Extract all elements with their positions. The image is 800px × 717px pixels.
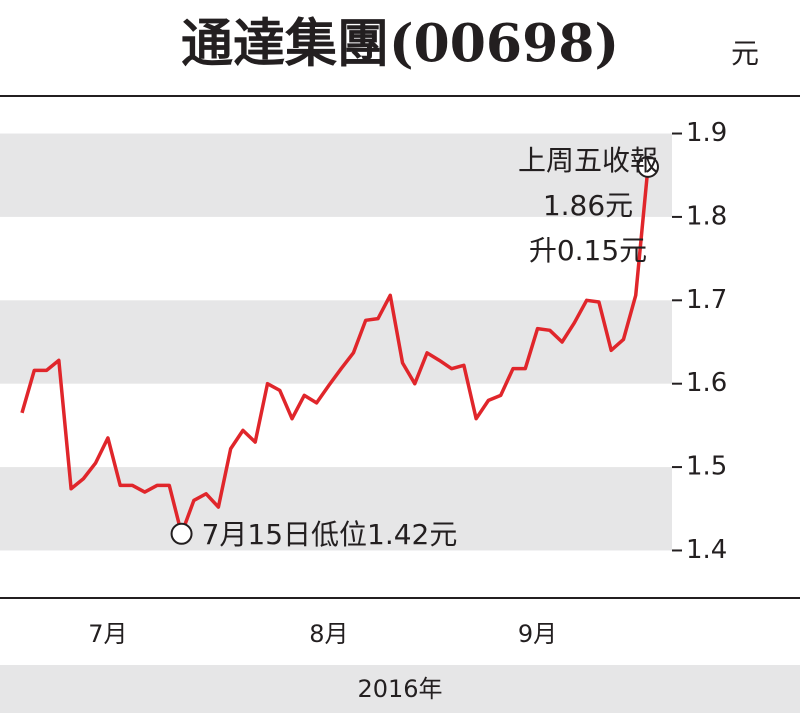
chart-title: 通達集團(00698) — [181, 14, 619, 75]
y-tick-label: 1.8 — [686, 201, 727, 231]
y-tick-label: 1.4 — [686, 535, 727, 565]
y-tick-label: 1.9 — [686, 118, 727, 148]
x-tick-label: 8月 — [309, 620, 348, 648]
grid-band — [0, 300, 672, 384]
annotation: 升0.15元 — [529, 234, 647, 267]
grid-band — [0, 133, 672, 217]
unit-label: 元 — [731, 37, 759, 70]
grid-band — [0, 467, 672, 551]
point-marker — [170, 522, 193, 545]
x-axis-label: 2016年 — [357, 675, 442, 703]
y-tick-label: 1.5 — [686, 452, 727, 482]
point-marker — [637, 155, 659, 178]
price-line — [20, 166, 650, 536]
x-tick-label: 7月 — [88, 620, 127, 648]
y-tick-label: 1.6 — [686, 368, 727, 398]
y-tick-label: 1.7 — [686, 285, 727, 315]
annotation: 1.86元 — [543, 189, 633, 222]
annotation: 7月15日低位1.42元 — [202, 518, 458, 551]
x-tick-label: 9月 — [518, 620, 557, 648]
xlabel-band — [0, 665, 800, 713]
annotation: 上周五收報 — [518, 144, 658, 177]
